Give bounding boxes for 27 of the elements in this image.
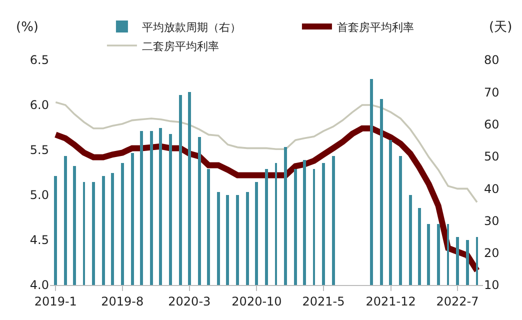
x-tick-label: 2019-8 xyxy=(101,294,144,308)
legend-label: 二套房平均利率 xyxy=(142,40,219,53)
y2-tick-label: 40 xyxy=(484,182,500,196)
y2-tick-label: 70 xyxy=(484,85,500,100)
y-tick-label: 4.0 xyxy=(30,278,49,292)
y-axis-title: (%) xyxy=(16,20,38,35)
y2-tick-label: 50 xyxy=(484,150,500,164)
y2-tick-label: 20 xyxy=(484,246,500,260)
x-tick-label: 2019-1 xyxy=(34,294,77,308)
x-tick-label: 2020-10 xyxy=(232,294,282,308)
x-tick-label: 2021-5 xyxy=(302,294,345,308)
x-tick-label: 2021-12 xyxy=(366,294,416,308)
y-tick-label: 6.5 xyxy=(30,53,49,68)
y2-tick-label: 10 xyxy=(484,278,500,292)
y2-axis-title: (天) xyxy=(489,20,512,35)
y-tick-label: 6.0 xyxy=(30,98,49,112)
y-tick-label: 5.0 xyxy=(30,188,49,202)
legend-label: 首套房平均利率 xyxy=(336,20,414,34)
line-series xyxy=(54,101,478,204)
y2-tick-label: 80 xyxy=(484,53,500,68)
y2-tick-label: 60 xyxy=(484,117,500,132)
y-tick-label: 5.5 xyxy=(30,143,49,158)
x-tick-label: 2020-3 xyxy=(168,294,211,308)
y2-tick-label: 30 xyxy=(484,214,500,228)
y-tick-label: 4.5 xyxy=(30,233,49,248)
legend-label: 平均放款周期（右） xyxy=(142,20,241,34)
x-tick-label: 2022-7 xyxy=(436,294,479,308)
